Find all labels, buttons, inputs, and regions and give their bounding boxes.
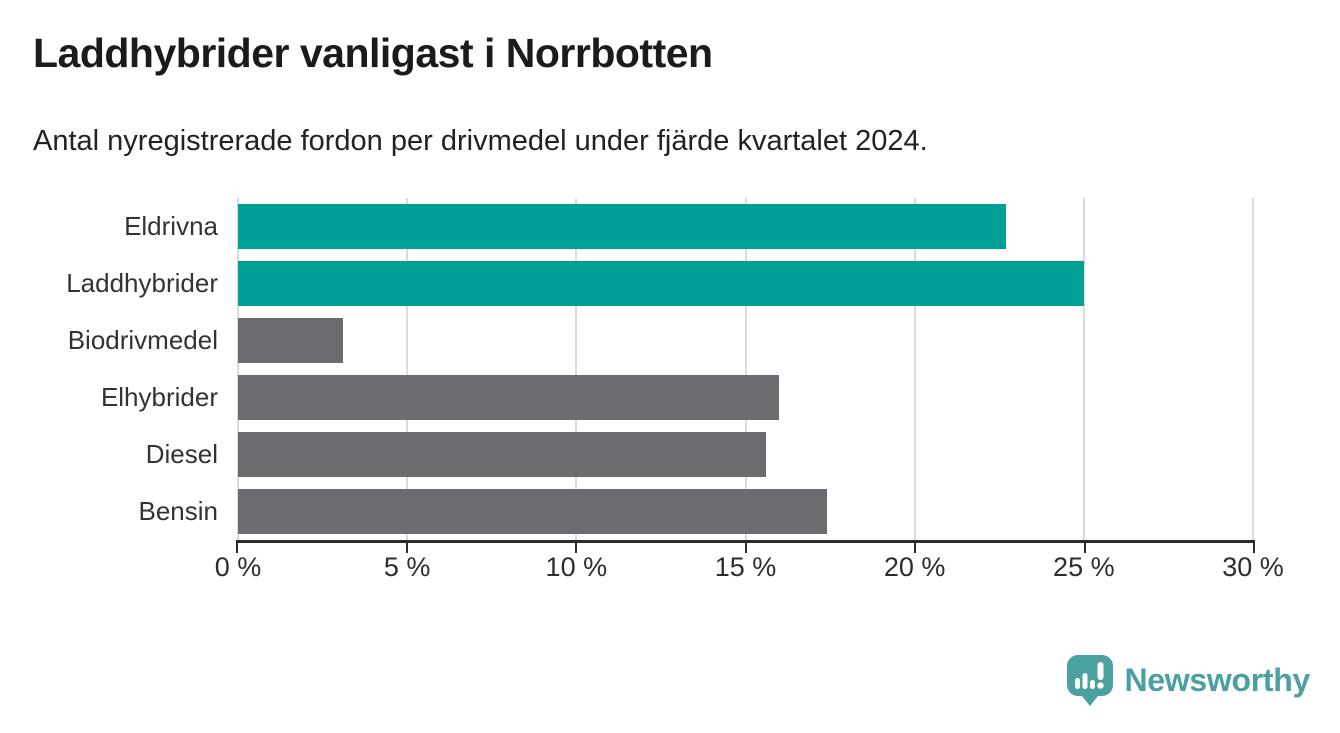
x-tick-label: 10 % — [545, 552, 608, 582]
bar — [238, 489, 827, 534]
newsworthy-logo: Newsworthy — [1066, 654, 1311, 707]
gridline — [575, 198, 578, 540]
x-tick-mark — [914, 540, 916, 553]
bar — [238, 318, 343, 363]
speech-bubble-bar-chart-icon — [1066, 655, 1113, 706]
x-tick-label: 25 % — [1053, 552, 1115, 582]
x-tick-mark — [575, 540, 577, 553]
x-tick-mark — [236, 540, 238, 553]
x-tick-label: 5 % — [383, 552, 431, 582]
bar-row — [238, 198, 1253, 255]
x-tick-mark — [1253, 540, 1255, 553]
category-label-elhybrider: Elhybrider — [100, 382, 218, 412]
gridline — [1252, 198, 1254, 540]
plot-area — [237, 198, 1254, 540]
category-label-diesel: Diesel — [145, 439, 218, 469]
category-label-laddhybrider: Laddhybrider — [66, 268, 218, 298]
category-labels: Eldrivna Laddhybrider Biodrivmedel Elhyb… — [0, 198, 238, 540]
gridline — [406, 198, 409, 540]
x-tick-label: 30 % — [1222, 552, 1284, 582]
bar — [238, 432, 766, 477]
bar — [238, 204, 1007, 249]
gridline — [237, 198, 239, 540]
category-label-bensin: Bensin — [138, 496, 219, 526]
x-tick-mark — [405, 540, 408, 553]
x-tick-labels: 0 % 5 % 10 % 15 % 20 % 25 % 30 % — [215, 552, 1284, 588]
bar — [238, 261, 1084, 306]
x-tick-label: 0 % — [214, 552, 262, 582]
gridline — [913, 198, 916, 540]
bar — [238, 375, 780, 420]
bars — [238, 198, 1253, 540]
x-tick-mark — [1083, 540, 1086, 553]
category-label-biodrivmedel: Biodrivmedel — [67, 325, 218, 355]
x-axis — [236, 540, 1255, 554]
bar-row — [238, 255, 1253, 312]
gridline — [1082, 198, 1085, 540]
bar-row — [238, 426, 1253, 483]
gridline — [744, 198, 747, 540]
x-tick-label: 15 % — [714, 552, 777, 582]
bar-row — [238, 312, 1253, 369]
category-label-eldrivna: Eldrivna — [124, 211, 218, 241]
bar-row — [238, 483, 1253, 540]
x-tick-label: 20 % — [883, 552, 946, 582]
x-tick-mark — [744, 540, 747, 553]
chart-subtitle: Antal nyregistrerade fordon per drivmede… — [33, 125, 928, 157]
bar-row — [238, 369, 1253, 426]
newsworthy-logo-text: Newsworthy — [1124, 662, 1311, 698]
chart-title: Laddhybrider vanligast i Norrbotten — [33, 30, 713, 76]
